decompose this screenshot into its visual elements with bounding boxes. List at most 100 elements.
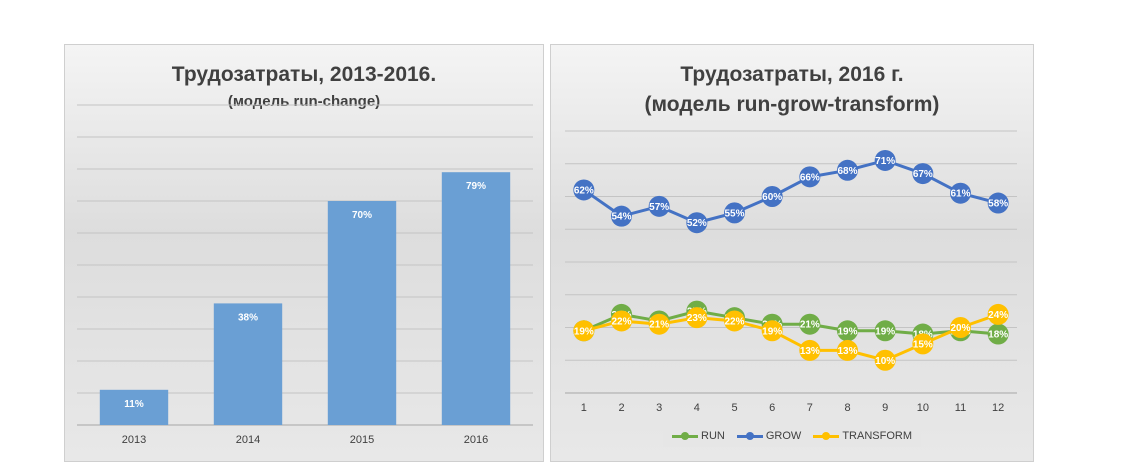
series-point-grow — [761, 186, 783, 207]
line-x-tick: 12 — [992, 402, 1004, 414]
line-chart-subtitle: (модель run-grow-transform) — [644, 93, 940, 116]
series-data-label: 68% — [837, 166, 857, 177]
series-point-transform — [761, 320, 783, 342]
series-data-label: 23% — [687, 313, 707, 324]
series-data-label: 58% — [988, 199, 1008, 210]
bar-data-label: 38% — [238, 312, 258, 323]
series-grow: 62% 54% 57% 52% 55% 60% 66% 68% 71% 67% 61% 58% — [573, 149, 1009, 234]
series-data-label: 18% — [988, 330, 1008, 341]
bar-x-tick: 2015 — [350, 434, 374, 446]
series-point-run — [874, 320, 896, 342]
series-point-run — [837, 320, 858, 342]
legend-label-grow: GROW — [765, 430, 802, 442]
series-point-transform — [573, 320, 595, 342]
series-data-label: 20% — [950, 323, 970, 334]
bar-2016 — [441, 172, 511, 425]
legend-swatch-grow — [736, 431, 763, 441]
series-point-grow — [648, 195, 670, 217]
series-data-label: 19% — [574, 326, 594, 337]
line-chart-legend: RUN GROW TRANSFORM — [663, 425, 921, 447]
series-data-label: 55% — [724, 208, 744, 219]
bar-data-label: 70% — [352, 210, 372, 221]
series-data-label: 62% — [574, 185, 594, 196]
series-point-transform — [837, 339, 858, 361]
series-data-label: 13% — [800, 346, 820, 357]
series-data-label: 67% — [913, 169, 933, 180]
series-line-transform — [583, 312, 999, 362]
series-data-label: 19% — [837, 326, 857, 337]
line-x-tick: 11 — [955, 402, 966, 414]
series-point-transform — [987, 303, 1009, 325]
series-data-label: 61% — [950, 189, 970, 200]
series-data-label: 71% — [875, 156, 895, 167]
line-chart-panel: Трудозатраты, 2016 г. (модель run-grow-t… — [550, 44, 1034, 462]
series-point-grow — [724, 202, 745, 224]
series-point-transform — [799, 339, 821, 361]
series-point-grow — [837, 159, 858, 181]
bar-chart-subtitle: (модель run-change) — [227, 93, 381, 110]
line-x-tick: 2 — [618, 402, 624, 414]
series-data-label: 19% — [762, 326, 782, 337]
series-data-label: 15% — [913, 339, 933, 350]
series-point-transform — [724, 310, 745, 332]
legend-item-transform: TRANSFORM — [813, 430, 912, 442]
series-point-run — [799, 313, 821, 335]
series-data-label: 13% — [837, 346, 857, 357]
series-point-grow — [686, 212, 708, 234]
bar-x-tick: 2013 — [122, 434, 146, 446]
line-x-tick: 4 — [694, 402, 700, 414]
bar-2013 — [99, 389, 169, 425]
legend-item-run: RUN — [672, 430, 725, 442]
series-data-label: 22% — [724, 316, 744, 327]
series-data-label: 24% — [988, 310, 1008, 321]
series-point-transform — [912, 333, 934, 355]
series-data-label: 19% — [875, 326, 895, 337]
series-transform: 19% 22% 21% 23% 22% 19% 13% 13% 10% 15% 20% 24% — [573, 303, 1009, 371]
series-data-label: 10% — [875, 356, 895, 367]
series-point-grow — [611, 205, 632, 227]
line-x-tick: 7 — [807, 402, 813, 414]
legend-swatch-run — [672, 431, 699, 441]
line-x-tick: 8 — [844, 402, 850, 414]
series-point-run — [987, 323, 1009, 345]
series-data-label: 60% — [762, 192, 782, 203]
line-x-tick: 1 — [581, 402, 587, 414]
series-data-label: 66% — [800, 172, 820, 183]
series-point-transform — [950, 317, 971, 338]
series-point-grow — [950, 182, 971, 204]
line-chart-title: Трудозатраты, 2016 г. — [680, 63, 904, 86]
series-data-label: 54% — [611, 212, 631, 223]
line-x-tick: 3 — [656, 402, 662, 414]
legend-item-grow: GROW — [736, 430, 802, 442]
bar-2015 — [327, 201, 397, 425]
series-data-label: 57% — [649, 202, 669, 213]
series-point-grow — [573, 179, 595, 201]
line-x-tick: 9 — [882, 402, 888, 414]
line-x-tick: 10 — [917, 402, 929, 414]
legend-swatch-transform — [813, 431, 840, 441]
series-data-label: 52% — [687, 218, 707, 229]
series-data-label: 22% — [611, 316, 631, 327]
series-point-transform — [611, 310, 632, 332]
series-point-grow — [874, 149, 896, 171]
bar-chart-panel: Трудозатраты, 2013-2016. (модель run-cha… — [64, 44, 544, 462]
line-x-tick: 5 — [731, 402, 737, 414]
series-point-transform — [648, 313, 670, 335]
series-point-grow — [799, 166, 821, 188]
series-point-transform — [874, 349, 896, 371]
legend-label-transform: TRANSFORM — [842, 430, 912, 442]
series-point-grow — [987, 192, 1009, 214]
bar-data-label: 11% — [124, 399, 144, 410]
series-point-transform — [686, 307, 708, 329]
bar-data-label: 79% — [466, 181, 486, 192]
series-data-label: 21% — [649, 320, 669, 331]
bar-chart-title: Трудозатраты, 2013-2016. — [171, 63, 437, 86]
series-data-label: 21% — [800, 320, 820, 331]
line-chart-plot: 1 2 3 4 5 6 7 8 9 10 11 1262%54%57%52%55%60%66%68%7… — [565, 130, 1017, 414]
bar-x-tick: 2016 — [464, 434, 488, 446]
bar-2014 — [213, 303, 283, 425]
bar-x-tick: 2014 — [236, 434, 260, 446]
legend-label-run: RUN — [701, 430, 725, 442]
series-line-grow — [582, 158, 999, 225]
bar-chart-plot: 11% 2013 38% 2014 70% 2015 79% 2016 — [77, 104, 533, 446]
